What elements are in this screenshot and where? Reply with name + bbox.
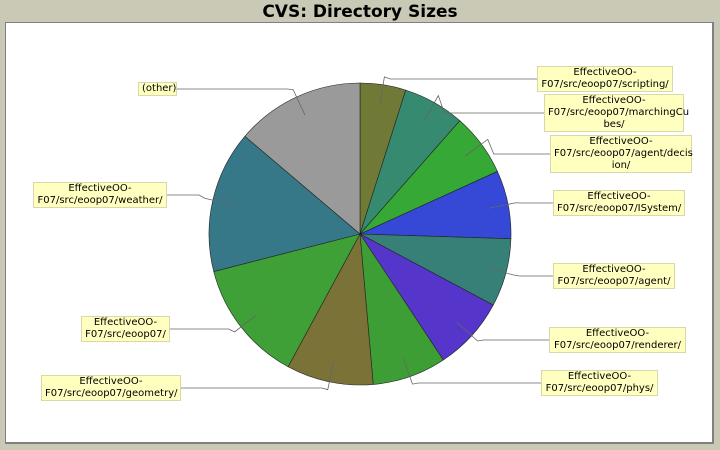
leader-line bbox=[167, 194, 233, 206]
label-line: EffectiveOO- bbox=[573, 67, 637, 78]
leader-line bbox=[402, 357, 541, 385]
label-line: F07/src/eoop07/agent/ bbox=[557, 276, 671, 287]
label-line: ion/ bbox=[611, 160, 631, 171]
leader-line bbox=[379, 76, 537, 105]
label-line: EffectiveOO- bbox=[582, 95, 646, 106]
label-line: F07/src/eoop07/renderer/ bbox=[553, 340, 682, 351]
label-line: EffectiveOO- bbox=[68, 183, 132, 194]
label-weather: EffectiveOO- F07/src/eoop07/weather/ bbox=[33, 182, 167, 208]
label-line: (other) bbox=[142, 83, 177, 94]
label-line: EffectiveOO- bbox=[567, 371, 632, 382]
label-line: F07/src/eoop07/ bbox=[85, 329, 166, 340]
label-isystem: EffectiveOO- F07/src/eoop07/ISystem/ bbox=[553, 190, 685, 216]
leader-line bbox=[486, 267, 553, 277]
label-other: (other) bbox=[138, 82, 177, 96]
leader-line bbox=[488, 202, 553, 209]
label-line: EffectiveOO- bbox=[587, 191, 651, 202]
label-line: EffectiveOO- bbox=[589, 136, 653, 147]
label-line: F07/src/eoop07/geometry/ bbox=[45, 388, 178, 399]
label-line: F07/src/eoop07/ISystem/ bbox=[557, 203, 682, 214]
label-geometry: EffectiveOO- F07/src/eoop07/geometry/ bbox=[41, 375, 181, 401]
label-agent-decision: EffectiveOO- F07/src/eoop07/agent/decis io… bbox=[550, 135, 693, 173]
chart-title: CVS: Directory Sizes bbox=[262, 2, 458, 22]
label-scripting: EffectiveOO- F07/src/eoop07/scripting/ bbox=[537, 66, 673, 92]
label-line: F07/src/eoop07/scripting/ bbox=[541, 79, 669, 90]
label-line: F07/src/eoop07/marchingCu bbox=[548, 107, 690, 118]
leader-line bbox=[465, 138, 550, 157]
label-eoop07: EffectiveOO- F07/src/eoop07/ bbox=[81, 316, 170, 342]
label-line: EffectiveOO- bbox=[93, 317, 158, 328]
leader-line bbox=[170, 314, 257, 333]
label-marchingcubes: EffectiveOO- F07/src/eoop07/marchingCu bes… bbox=[544, 94, 690, 132]
label-line: EffectiveOO- bbox=[582, 264, 646, 275]
leader-line bbox=[181, 362, 334, 391]
leader-line bbox=[424, 94, 544, 121]
label-line: EffectiveOO- bbox=[585, 328, 650, 339]
label-line: F07/src/eoop07/phys/ bbox=[545, 383, 654, 394]
label-phys: EffectiveOO- F07/src/eoop07/phys/ bbox=[541, 370, 658, 396]
label-line: F07/src/eoop07/weather/ bbox=[37, 195, 163, 206]
label-line: bes/ bbox=[603, 119, 625, 130]
label-line: F07/src/eoop07/agent/decis bbox=[554, 148, 693, 159]
label-agent: EffectiveOO- F07/src/eoop07/agent/ bbox=[553, 263, 675, 289]
leader-line bbox=[177, 88, 306, 116]
label-line: EffectiveOO- bbox=[79, 376, 143, 387]
label-renderer: EffectiveOO- F07/src/eoop07/renderer/ bbox=[549, 327, 686, 353]
leader-line bbox=[456, 321, 549, 342]
